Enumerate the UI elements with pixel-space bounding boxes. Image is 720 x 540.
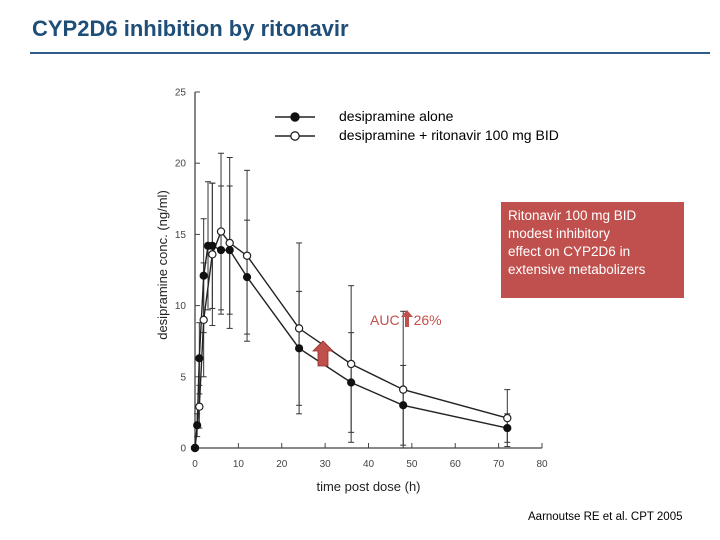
citation: Aarnoutse RE et al. CPT 2005	[528, 511, 683, 523]
up-arrow-icon	[400, 310, 413, 327]
x-tick-label: 60	[450, 459, 462, 470]
y-tick-label: 25	[175, 88, 187, 99]
data-point-ritonavir	[399, 385, 408, 394]
legend-label-alone: desipramine alone	[339, 108, 454, 124]
auc-label: AUC	[370, 312, 400, 328]
data-point-ritonavir	[225, 238, 234, 248]
data-point-alone	[193, 421, 202, 430]
data-point-ritonavir	[294, 324, 304, 333]
x-axis-label: time post dose (h)	[316, 479, 420, 494]
title-divider	[30, 52, 710, 54]
auc-up-arrow-icon	[312, 340, 334, 367]
x-tick-label: 20	[276, 459, 288, 470]
y-tick-label: 15	[175, 230, 187, 241]
callout-line: extensive metabolizers	[508, 262, 646, 277]
callout-line: Ritonavir 100 mg BID	[508, 208, 637, 223]
x-tick-label: 0	[192, 459, 198, 470]
data-point-alone	[195, 354, 204, 363]
slide-title: CYP2D6 inhibition by ritonavir	[32, 16, 349, 41]
data-point-ritonavir	[216, 227, 226, 236]
data-point-alone	[295, 344, 304, 353]
data-point-alone	[242, 273, 252, 282]
x-tick-label: 70	[493, 459, 505, 470]
x-tick-label: 80	[536, 459, 548, 470]
data-point-alone	[190, 443, 200, 453]
y-tick-label: 20	[175, 159, 187, 170]
data-point-ritonavir	[346, 359, 356, 369]
data-point-ritonavir	[199, 315, 208, 325]
data-point-alone	[208, 241, 217, 250]
callout-box: Ritonavir 100 mg BID modest inhibitory e…	[501, 202, 684, 298]
callout-line: modest inhibitory	[508, 226, 611, 241]
legend-label-ritonavir: desipramine + ritonavir 100 mg BID	[339, 127, 559, 143]
data-point-alone	[503, 423, 512, 433]
data-point-alone	[399, 401, 408, 410]
y-axis-label: desipramine conc. (ng/ml)	[155, 190, 170, 340]
data-point-ritonavir	[208, 250, 217, 259]
data-point-alone	[225, 245, 234, 255]
data-point-alone	[347, 378, 356, 387]
y-tick-label: 10	[175, 301, 187, 312]
x-tick-label: 10	[233, 459, 245, 470]
data-point-alone	[216, 245, 226, 255]
legend-marker-ritonavir	[290, 131, 300, 141]
data-point-ritonavir	[195, 402, 204, 411]
auc-change: 26%	[413, 312, 442, 328]
data-point-ritonavir	[503, 413, 512, 423]
y-tick-label: 0	[180, 444, 186, 455]
auc-annotation: AUC 26%	[370, 310, 442, 328]
callout-line: effect on CYP2D6 in	[508, 244, 631, 259]
x-tick-label: 30	[320, 459, 332, 470]
y-tick-label: 5	[180, 372, 186, 383]
data-point-ritonavir	[242, 251, 252, 260]
data-point-alone	[199, 271, 208, 280]
x-tick-label: 50	[406, 459, 418, 470]
legend-marker-alone	[290, 112, 300, 122]
x-tick-label: 40	[363, 459, 375, 470]
